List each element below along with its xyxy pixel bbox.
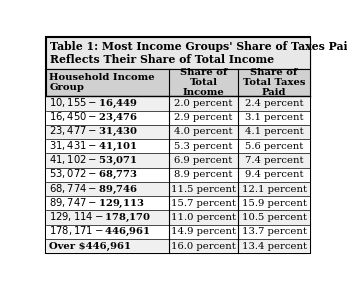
Text: 10.5 percent: 10.5 percent <box>242 213 306 222</box>
Text: 15.9 percent: 15.9 percent <box>242 199 306 208</box>
Bar <box>46 96 310 110</box>
Bar <box>46 153 310 168</box>
Bar <box>46 196 310 210</box>
Text: 12.1 percent: 12.1 percent <box>242 185 306 193</box>
Text: $23,477 - $31,430: $23,477 - $31,430 <box>49 125 138 139</box>
Text: $129,114 - $178,170: $129,114 - $178,170 <box>49 211 152 224</box>
Text: $10,155 - $16,449: $10,155 - $16,449 <box>49 97 138 110</box>
Bar <box>46 37 310 69</box>
Text: $89,747 - $129,113: $89,747 - $129,113 <box>49 197 145 210</box>
Text: 2.0 percent: 2.0 percent <box>174 99 233 108</box>
Text: $16,450 - $23,476: $16,450 - $23,476 <box>49 111 138 124</box>
Bar <box>46 168 310 182</box>
Text: 4.0 percent: 4.0 percent <box>174 127 233 137</box>
Text: 13.4 percent: 13.4 percent <box>242 242 306 251</box>
Text: 2.9 percent: 2.9 percent <box>174 113 233 122</box>
Text: Share of
Total Taxes
Paid: Share of Total Taxes Paid <box>243 68 305 97</box>
Bar <box>46 225 310 239</box>
Text: 11.5 percent: 11.5 percent <box>171 185 236 193</box>
Text: 6.9 percent: 6.9 percent <box>175 156 232 165</box>
Text: $68,774 - $89,746: $68,774 - $89,746 <box>49 183 138 195</box>
Text: 7.4 percent: 7.4 percent <box>245 156 303 165</box>
Bar <box>46 182 310 196</box>
Text: 11.0 percent: 11.0 percent <box>171 213 236 222</box>
Text: 16.0 percent: 16.0 percent <box>171 242 236 251</box>
Bar <box>46 239 310 253</box>
Text: Share of
Total
Income: Share of Total Income <box>180 68 227 97</box>
Bar <box>46 139 310 153</box>
Bar <box>46 125 310 139</box>
Bar <box>46 110 310 125</box>
Text: 3.1 percent: 3.1 percent <box>245 113 303 122</box>
Text: 5.3 percent: 5.3 percent <box>174 142 233 151</box>
Text: 14.9 percent: 14.9 percent <box>171 227 236 236</box>
Text: 13.7 percent: 13.7 percent <box>242 227 306 236</box>
Bar <box>46 210 310 225</box>
Text: 8.9 percent: 8.9 percent <box>174 170 233 179</box>
Text: 2.4 percent: 2.4 percent <box>245 99 303 108</box>
Text: 5.6 percent: 5.6 percent <box>245 142 303 151</box>
Text: $178,171 - $446,961: $178,171 - $446,961 <box>49 225 151 238</box>
Text: $41,102 - $53,071: $41,102 - $53,071 <box>49 154 138 167</box>
Text: Household Income
Group: Household Income Group <box>49 73 155 92</box>
Text: 9.4 percent: 9.4 percent <box>245 170 303 179</box>
Text: $31,431 - $41,101: $31,431 - $41,101 <box>49 140 138 153</box>
Text: 15.7 percent: 15.7 percent <box>171 199 236 208</box>
Bar <box>46 69 310 96</box>
Text: 4.1 percent: 4.1 percent <box>245 127 303 137</box>
Text: Over $446,961: Over $446,961 <box>49 242 131 251</box>
Text: $53,072 - $68,773: $53,072 - $68,773 <box>49 168 138 181</box>
Text: Table 1: Most Income Groups' Share of Taxes Paid
Reflects Their Share of Total I: Table 1: Most Income Groups' Share of Ta… <box>50 41 347 65</box>
